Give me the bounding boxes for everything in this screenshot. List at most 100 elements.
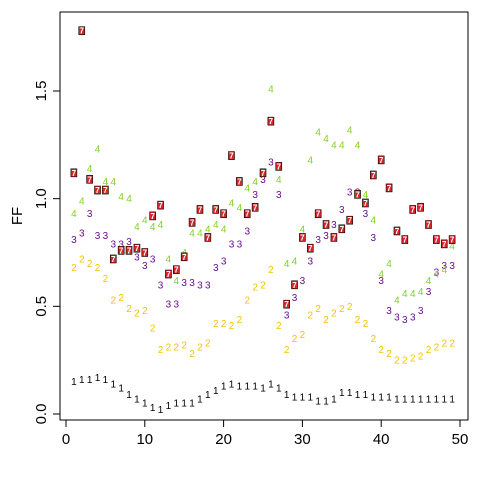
data-point-7: 7 — [314, 209, 322, 219]
svg-text:7: 7 — [450, 236, 455, 245]
data-point-2: 2 — [394, 356, 400, 367]
data-point-4: 4 — [174, 276, 180, 287]
data-point-7: 7 — [354, 190, 361, 199]
data-point-1: 1 — [166, 401, 172, 412]
svg-text:7: 7 — [347, 216, 352, 225]
data-point-2: 2 — [418, 351, 424, 362]
svg-text:7: 7 — [277, 162, 282, 171]
data-point-4: 4 — [150, 222, 156, 233]
svg-text:7: 7 — [182, 253, 187, 262]
x-tick-label: 30 — [294, 431, 311, 448]
data-point-4: 4 — [213, 220, 219, 231]
data-point-7: 7 — [338, 224, 346, 234]
data-point-7: 7 — [78, 26, 86, 36]
data-point-1: 1 — [110, 379, 116, 390]
svg-text:7: 7 — [308, 244, 313, 253]
data-point-7: 7 — [109, 254, 117, 264]
svg-text:7: 7 — [127, 246, 132, 255]
data-point-2: 2 — [371, 334, 377, 345]
svg-text:7: 7 — [418, 203, 423, 212]
data-point-2: 2 — [134, 308, 140, 319]
svg-text:7: 7 — [103, 186, 108, 195]
svg-text:7: 7 — [363, 199, 368, 208]
data-point-4: 4 — [237, 203, 243, 214]
data-point-4: 4 — [252, 177, 258, 188]
data-point-2: 2 — [174, 343, 180, 354]
svg-text:7: 7 — [237, 177, 242, 186]
svg-text:7: 7 — [410, 205, 415, 214]
data-point-3: 3 — [244, 226, 250, 237]
data-point-2: 2 — [347, 302, 353, 313]
data-point-4: 4 — [110, 177, 116, 188]
data-point-7: 7 — [94, 185, 101, 195]
data-point-3: 3 — [347, 188, 353, 199]
data-point-2: 2 — [268, 265, 274, 276]
data-point-1: 1 — [292, 392, 298, 403]
data-point-7: 7 — [299, 233, 306, 242]
data-point-2: 2 — [410, 354, 416, 365]
data-point-2: 2 — [292, 334, 298, 345]
data-point-7: 7 — [149, 211, 156, 221]
data-point-1: 1 — [126, 390, 132, 401]
data-point-3: 3 — [434, 267, 440, 278]
data-point-3: 3 — [229, 239, 235, 250]
data-point-3: 3 — [205, 280, 211, 291]
data-point-2: 2 — [197, 343, 203, 354]
data-point-3: 3 — [189, 278, 195, 289]
svg-text:7: 7 — [316, 210, 321, 219]
data-point-7: 7 — [157, 200, 164, 210]
data-point-1: 1 — [441, 394, 447, 405]
data-point-4: 4 — [347, 125, 353, 136]
data-point-1: 1 — [300, 392, 306, 403]
data-point-2: 2 — [363, 319, 369, 330]
data-point-3: 3 — [315, 235, 321, 246]
data-point-2: 2 — [158, 345, 164, 356]
data-point-7: 7 — [251, 202, 259, 212]
data-point-7: 7 — [362, 198, 369, 208]
data-point-1: 1 — [260, 384, 266, 395]
data-point-2: 2 — [307, 310, 313, 321]
data-point-1: 1 — [244, 382, 250, 393]
data-point-4: 4 — [410, 289, 416, 300]
data-point-7: 7 — [133, 243, 141, 253]
data-point-7: 7 — [212, 205, 220, 214]
data-point-7: 7 — [243, 209, 251, 219]
svg-text:7: 7 — [95, 186, 100, 195]
data-point-3: 3 — [386, 306, 392, 317]
data-point-3: 3 — [197, 280, 203, 291]
data-point-1: 1 — [402, 394, 408, 405]
data-point-1: 1 — [221, 382, 227, 393]
data-point-2: 2 — [166, 343, 172, 354]
data-point-2: 2 — [126, 304, 132, 315]
data-point-4: 4 — [315, 127, 321, 138]
data-point-4: 4 — [402, 289, 408, 300]
data-point-7: 7 — [86, 174, 93, 184]
data-point-2: 2 — [315, 304, 321, 315]
x-tick-label: 10 — [136, 431, 153, 448]
data-point-1: 1 — [237, 382, 243, 393]
data-point-3: 3 — [134, 252, 140, 263]
data-point-2: 2 — [386, 349, 392, 360]
data-point-4: 4 — [103, 177, 109, 188]
data-point-1: 1 — [174, 399, 180, 410]
data-point-4: 4 — [87, 164, 93, 175]
data-point-1: 1 — [71, 377, 77, 388]
data-point-1: 1 — [229, 379, 235, 390]
data-point-1: 1 — [205, 390, 211, 401]
data-point-4: 4 — [71, 209, 77, 220]
data-point-4: 4 — [118, 192, 124, 203]
data-point-4: 4 — [205, 224, 211, 235]
data-point-3: 3 — [378, 276, 384, 287]
data-point-3: 3 — [268, 158, 274, 169]
data-point-2: 2 — [221, 319, 227, 330]
data-point-3: 3 — [158, 280, 164, 291]
svg-text:7: 7 — [190, 218, 195, 227]
svg-text:7: 7 — [119, 246, 124, 255]
data-point-4: 4 — [166, 254, 172, 265]
data-point-7: 7 — [275, 162, 283, 171]
data-point-7: 7 — [417, 202, 424, 212]
data-point-7: 7 — [377, 155, 385, 165]
data-point-1: 1 — [142, 399, 148, 410]
data-point-2: 2 — [339, 304, 345, 315]
data-point-3: 3 — [441, 261, 447, 272]
